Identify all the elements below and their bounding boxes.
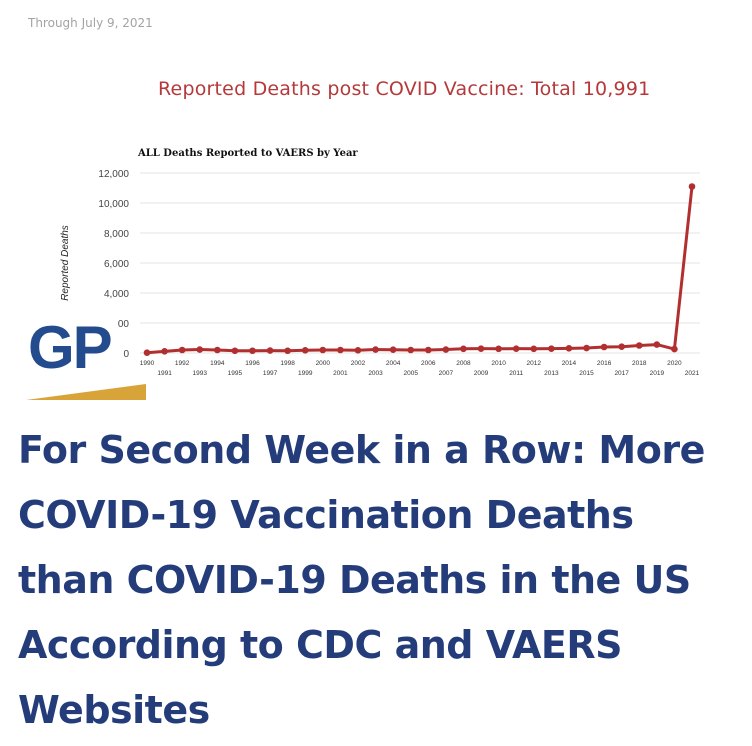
x-tick-label: 2006: [421, 360, 436, 367]
x-tick-label: 1990: [140, 360, 155, 367]
data-point: [231, 347, 239, 355]
data-point: [635, 342, 643, 349]
data-point: [389, 346, 397, 353]
data-point: [460, 345, 467, 353]
x-tick-label: 2011: [509, 370, 523, 377]
gp-logo: GP: [26, 318, 146, 400]
data-point: [495, 345, 502, 353]
data-point: [442, 346, 450, 353]
data-point: [548, 345, 555, 352]
y-tick-label: 4,000: [104, 289, 129, 300]
x-tick-label: 1994: [210, 360, 225, 367]
x-tick-label: 2021: [685, 370, 700, 377]
x-tick-label: 2019: [650, 370, 665, 377]
chart-svg: ALL Deaths Reported to VAERS by Year0004…: [60, 148, 700, 377]
data-point: [583, 344, 590, 352]
date-label: Through July 9, 2021: [28, 16, 153, 30]
x-tick-label: 1997: [263, 370, 278, 377]
y-tick-label: 12,000: [98, 169, 129, 180]
x-tick-label: 2008: [456, 360, 471, 367]
x-tick-label: 1993: [193, 370, 208, 377]
data-point: [143, 349, 151, 356]
x-tick-label: 1996: [245, 360, 260, 367]
x-tick-label: 2005: [403, 370, 418, 377]
headline-line[interactable]: Websites: [18, 688, 210, 732]
y-tick-label: 6,000: [104, 259, 129, 270]
x-tick-label: 2015: [579, 370, 594, 377]
data-point: [337, 346, 344, 354]
data-point: [477, 345, 485, 352]
x-tick-label: 2016: [597, 360, 612, 367]
x-tick-label: 1991: [157, 370, 172, 377]
data-point: [688, 183, 696, 190]
data-point: [600, 343, 608, 351]
x-tick-label: 1999: [298, 370, 313, 377]
logo-swoosh-icon: [26, 384, 146, 400]
data-point: [319, 346, 327, 354]
y-tick-label: 8,000: [104, 229, 129, 240]
x-tick-label: 2017: [614, 370, 629, 377]
logo-text: GP: [28, 314, 113, 381]
data-point: [530, 345, 538, 353]
x-tick-label: 1992: [175, 360, 190, 367]
chart-subtitle: Reported Deaths post COVID Vaccine: Tota…: [158, 78, 651, 100]
data-point: [671, 345, 678, 353]
headline-line[interactable]: For Second Week in a Row: More: [18, 428, 705, 472]
y-tick-label: 00: [118, 319, 130, 330]
data-point: [424, 346, 432, 354]
data-point: [512, 345, 520, 352]
chart-title: ALL Deaths Reported to VAERS by Year: [137, 148, 358, 159]
data-point: [214, 346, 221, 354]
x-tick-label: 2007: [439, 370, 454, 377]
data-point: [372, 346, 379, 353]
y-axis-label: Reported Deaths: [60, 225, 71, 301]
x-tick-label: 2018: [632, 360, 647, 367]
data-point: [407, 346, 415, 354]
x-tick-label: 2002: [351, 360, 366, 367]
x-tick-label: 2009: [474, 370, 489, 377]
x-tick-label: 2003: [368, 370, 383, 377]
y-tick-label: 0: [123, 349, 129, 360]
x-tick-label: 2020: [667, 360, 682, 367]
data-point: [301, 347, 309, 354]
data-point: [284, 347, 291, 355]
data-point: [354, 347, 362, 354]
data-point: [249, 347, 256, 355]
headline-line[interactable]: According to CDC and VAERS: [18, 623, 623, 667]
article-headline[interactable]: For Second Week in a Row: More COVID-19 …: [18, 418, 738, 743]
x-tick-label: 2004: [386, 360, 401, 367]
y-tick-label: 10,000: [98, 199, 129, 210]
x-tick-label: 2014: [562, 360, 577, 367]
x-tick-label: 2000: [316, 360, 331, 367]
x-tick-label: 2013: [544, 370, 559, 377]
x-tick-label: 1995: [228, 370, 243, 377]
data-point: [565, 345, 573, 352]
x-tick-label: 1998: [280, 360, 295, 367]
x-tick-label: 2010: [491, 360, 506, 367]
x-tick-label: 2001: [333, 370, 348, 377]
data-point: [178, 346, 186, 354]
series-line: [146, 186, 694, 355]
x-tick-label: 2012: [527, 360, 542, 367]
data-point: [161, 348, 168, 355]
headline-line[interactable]: COVID-19 Vaccination Deaths: [18, 493, 634, 537]
data-point: [196, 346, 204, 353]
headline-line[interactable]: than COVID-19 Deaths in the US: [18, 558, 691, 602]
vaers-chart: ALL Deaths Reported to VAERS by Year 0 00 4…: [0, 140, 752, 390]
data-point: [266, 347, 274, 354]
data-point: [653, 341, 661, 348]
data-point: [618, 343, 625, 350]
